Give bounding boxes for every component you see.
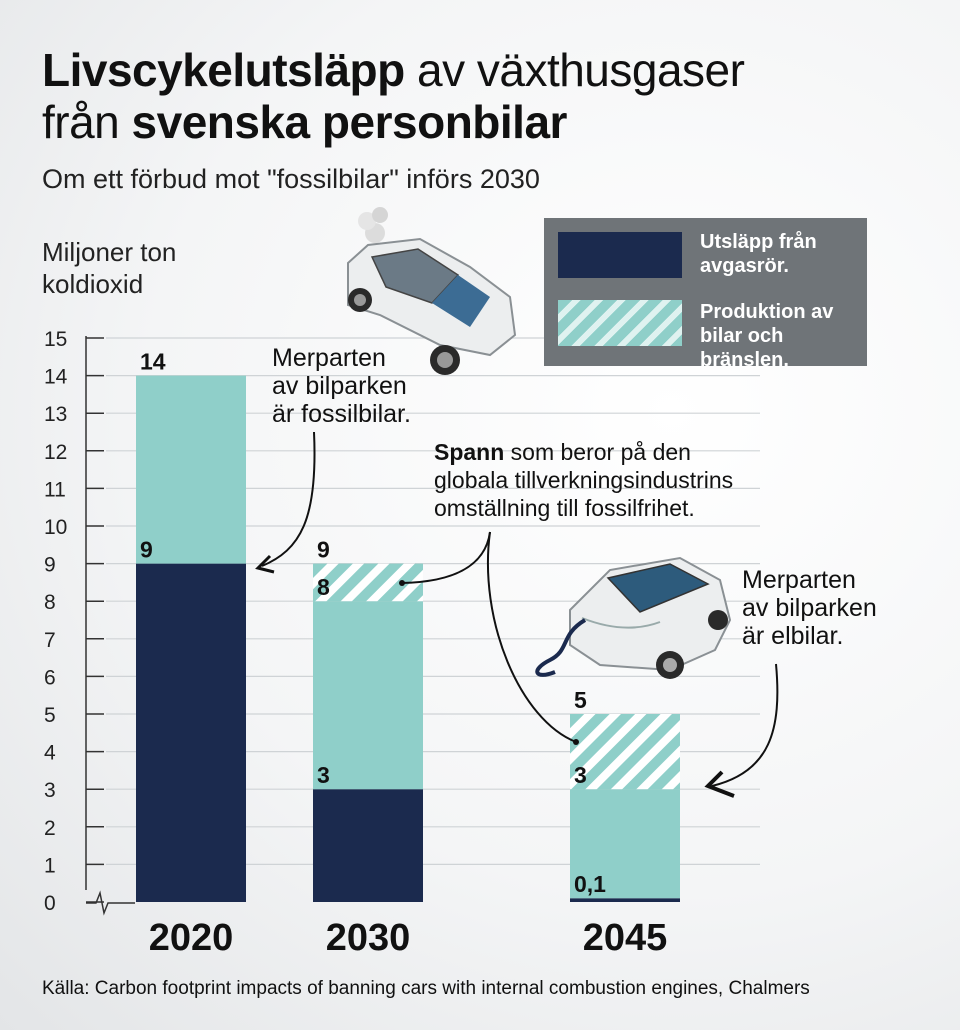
note-fossil-line-2: av bilparken	[272, 372, 407, 400]
y-tick-label: 0	[44, 892, 56, 915]
legend-production-line-2: bilar och bränslen.	[700, 325, 789, 371]
arrow-fossil	[261, 431, 316, 567]
y-tick-label: 14	[44, 366, 68, 389]
legend: Utsläpp från avgasrör. Produktion av bil…	[544, 218, 867, 371]
bar-2045-series-1	[570, 898, 680, 902]
note-el: Merparten av bilparken är elbilar.	[742, 566, 877, 650]
y-tick-label: 13	[44, 403, 67, 426]
legend-swatch-production	[558, 300, 682, 346]
chart-title: Livscykelutsläpp av växthusgaser från sv…	[42, 44, 745, 148]
arrow-span-2030	[401, 531, 491, 584]
value-label-top: 9	[317, 537, 330, 563]
arrow-span-2045	[486, 531, 577, 743]
bar-value-labels: 14 9 9 8 3 5 3 0,1	[140, 349, 606, 898]
x-tick-label: 2020	[149, 917, 234, 959]
note-el-line-1: Merparten	[742, 566, 856, 594]
value-label-bottom: 0,1	[574, 871, 606, 897]
note-fossil-line-3: är fossilbilar.	[272, 400, 411, 428]
y-tick-label: 10	[44, 516, 67, 539]
title-bold-1: Livscykelutsläpp	[42, 44, 405, 96]
legend-swatch-exhaust	[558, 232, 682, 278]
note-el-line-3: är elbilar.	[742, 622, 844, 650]
x-tick-label: 2030	[326, 917, 411, 959]
y-tick-label: 6	[44, 666, 56, 689]
y-tick-label: 2	[44, 817, 56, 840]
y-tick-label: 7	[44, 629, 56, 652]
note-span-line-2: globala tillverkningsindustrins	[434, 467, 734, 493]
value-label-bottom: 9	[140, 537, 153, 563]
y-axis-unit: Miljoner ton koldioxid	[42, 236, 176, 300]
y-tick-label: 5	[44, 704, 56, 727]
note-el-line-2: av bilparken	[742, 594, 877, 622]
annotation-arrows	[255, 431, 779, 798]
y-tick-label: 12	[44, 441, 67, 464]
bar-2020-series-1	[136, 563, 246, 902]
x-axis-labels: 2020 2030 2045	[149, 917, 668, 959]
note-fossil: Merparten av bilparken är fossilbilar.	[272, 344, 411, 428]
y-tick-label: 8	[44, 591, 56, 614]
bar-2045-series-3	[570, 714, 680, 790]
electric-car-icon	[535, 556, 732, 679]
legend-production-line-1: Produktion av	[700, 301, 834, 323]
y-tick-label: 3	[44, 779, 56, 802]
note-fossil-line-1: Merparten	[272, 344, 386, 372]
y-tick-label: 11	[44, 478, 66, 501]
value-label-top: 5	[574, 687, 587, 713]
value-label-mid: 8	[317, 574, 330, 600]
bar-2030-series-1	[313, 789, 423, 902]
bars	[136, 375, 680, 902]
note-span-line-3: omställning till fossilfrihet.	[434, 495, 695, 521]
y-tick-label: 9	[44, 554, 56, 577]
value-label-top: 14	[140, 349, 166, 375]
arrow-fossil-head-icon	[255, 554, 275, 574]
value-label-bottom: 3	[317, 762, 330, 788]
y-tick-label: 4	[44, 742, 56, 765]
axis-break-icon	[86, 890, 135, 916]
legend-label-exhaust: Utsläpp från avgasrör.	[700, 230, 817, 278]
legend-exhaust-line-2: avgasrör.	[700, 255, 789, 277]
value-label-mid: 3	[574, 762, 587, 788]
source-note: Källa: Carbon footprint impacts of banni…	[42, 978, 810, 999]
fossil-car-icon	[347, 207, 517, 375]
chart-subtitle: Om ett förbud mot "fossilbilar" införs 2…	[42, 164, 540, 194]
x-tick-label: 2045	[583, 917, 668, 959]
bar-2030-series-2	[313, 601, 423, 790]
title-normal-2: från	[42, 96, 132, 148]
title-normal-1: av växthusgaser	[404, 44, 745, 96]
bar-2045-series-2	[570, 789, 680, 899]
note-span: Spann som beror på den globala tillverkn…	[434, 438, 733, 522]
bar-2020-series-2	[136, 375, 246, 564]
legend-exhaust-line-1: Utsläpp från	[700, 231, 817, 253]
arrow-el-head-icon	[704, 770, 735, 798]
legend-label-production: Produktion av bilar och bränslen.	[700, 300, 867, 372]
y-tick-label: 1	[44, 854, 56, 877]
y-axis-unit-line-2: koldioxid	[42, 269, 144, 299]
y-axis-unit-line-1: Miljoner ton	[42, 237, 177, 267]
note-span-line-1: som beror på den	[504, 439, 691, 465]
arrow-el	[711, 663, 779, 787]
title-bold-2: svenska personbilar	[131, 96, 568, 148]
note-span-bold: Spann	[434, 439, 505, 465]
y-tick-label: 15	[44, 328, 67, 351]
